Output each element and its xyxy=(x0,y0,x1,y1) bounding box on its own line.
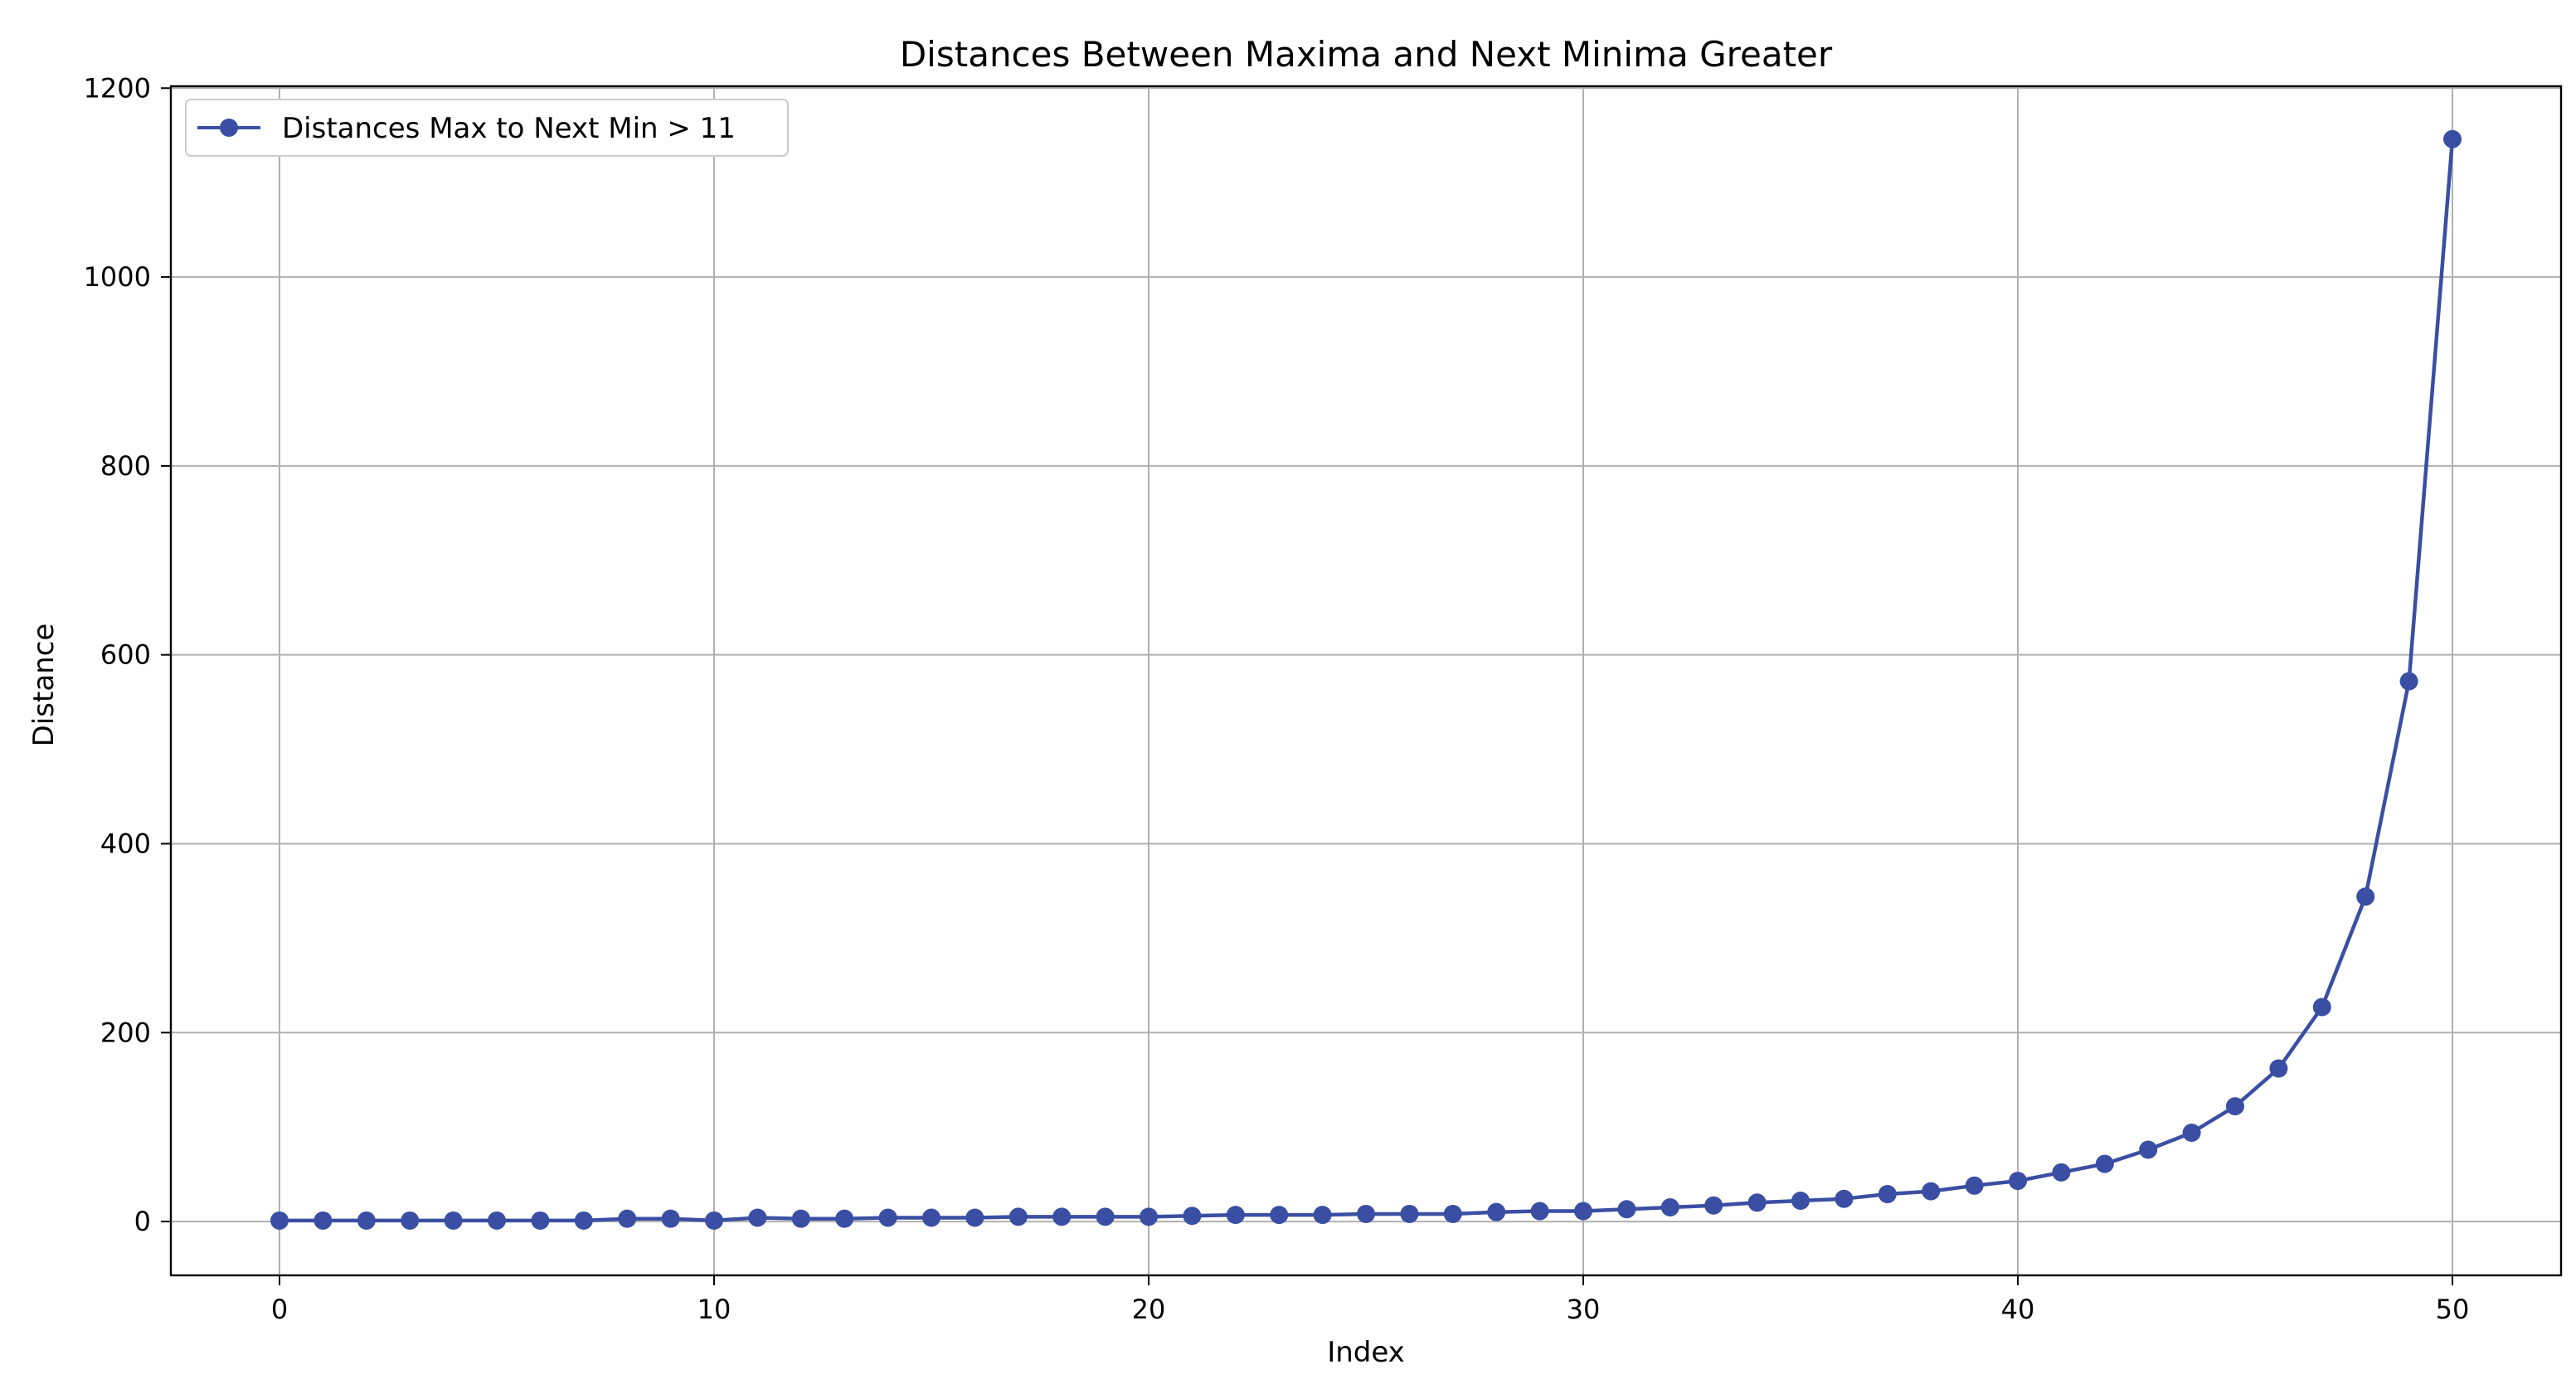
legend: Distances Max to Next Min > 11 xyxy=(185,99,789,157)
data-point xyxy=(270,1211,289,1230)
data-point xyxy=(1617,1200,1636,1219)
x-tick-label: 30 xyxy=(1567,1294,1601,1325)
plot-frame xyxy=(169,85,2563,1277)
data-point xyxy=(444,1211,463,1230)
data-point xyxy=(878,1208,897,1227)
y-tick-label: 0 xyxy=(134,1206,151,1237)
data-point xyxy=(1487,1202,1506,1221)
data-point xyxy=(1747,1193,1767,1212)
data-point xyxy=(1791,1192,1810,1211)
data-point xyxy=(791,1209,810,1228)
data-point xyxy=(1965,1176,1984,1195)
y-tick-label: 800 xyxy=(100,450,151,482)
series-line xyxy=(279,138,2455,1223)
data-point xyxy=(922,1208,940,1227)
y-axis-label: Distance xyxy=(27,624,61,747)
data-point xyxy=(401,1211,420,1230)
data-point xyxy=(705,1211,723,1230)
data-point xyxy=(2009,1172,2027,1191)
data-point xyxy=(1443,1204,1462,1223)
data-point xyxy=(1270,1206,1289,1225)
data-point xyxy=(531,1211,550,1230)
x-axis-label: Index xyxy=(1327,1336,1405,1369)
axis-ticks: 0 10 20 30 40 50 0 200 400 600 800 1000 1200 xyxy=(84,72,2470,1325)
x-tick-label: 10 xyxy=(697,1294,731,1325)
data-point xyxy=(357,1211,376,1230)
y-tick-label: 400 xyxy=(100,828,151,859)
data-point xyxy=(1009,1207,1028,1226)
data-point xyxy=(2312,998,2331,1017)
data-point xyxy=(574,1211,593,1230)
legend-point-marker xyxy=(220,119,238,137)
data-point xyxy=(1574,1202,1592,1221)
data-point xyxy=(1226,1206,1245,1225)
chart-title: Distances Between Maxima and Next Minima… xyxy=(900,34,1833,75)
data-point xyxy=(2139,1140,2158,1159)
data-point xyxy=(1096,1207,1115,1226)
data-point xyxy=(1660,1197,1679,1216)
data-point xyxy=(2399,672,2418,691)
data-point xyxy=(2356,887,2375,906)
y-tick-label: 1000 xyxy=(84,261,151,293)
data-point xyxy=(2182,1124,2201,1143)
data-point xyxy=(1052,1207,1072,1226)
x-tick-label: 20 xyxy=(1132,1294,1166,1325)
data-point xyxy=(835,1209,854,1228)
data-point xyxy=(1140,1207,1158,1226)
data-point xyxy=(1922,1182,1941,1201)
data-point xyxy=(2443,129,2462,148)
y-tick-label: 600 xyxy=(100,639,151,671)
data-point xyxy=(1704,1196,1723,1215)
legend-box xyxy=(185,99,789,157)
data-point xyxy=(1357,1204,1375,1223)
x-tick-label: 50 xyxy=(2436,1294,2470,1325)
data-point xyxy=(2269,1059,2288,1078)
y-tick-label: 200 xyxy=(100,1017,151,1048)
data-point xyxy=(313,1211,333,1230)
data-point xyxy=(1400,1204,1419,1223)
data-point xyxy=(488,1211,506,1230)
data-point xyxy=(2052,1163,2071,1182)
data-point xyxy=(1313,1206,1332,1225)
grid-lines xyxy=(171,86,2561,1275)
legend-entry-label: Distances Max to Next Min > 11 xyxy=(282,112,736,145)
data-point xyxy=(1183,1207,1202,1226)
data-point xyxy=(965,1208,984,1227)
data-point xyxy=(618,1209,637,1228)
data-point xyxy=(1530,1202,1549,1221)
y-tick-label: 1200 xyxy=(84,72,151,104)
data-point xyxy=(1835,1189,1854,1208)
data-point xyxy=(748,1208,767,1227)
data-point xyxy=(2095,1154,2114,1173)
x-tick-label: 40 xyxy=(2001,1294,2035,1325)
data-point xyxy=(661,1209,680,1228)
data-point xyxy=(2226,1097,2244,1116)
x-tick-label: 0 xyxy=(271,1294,288,1325)
data-point xyxy=(1878,1185,1897,1204)
data-series xyxy=(270,129,2462,1230)
